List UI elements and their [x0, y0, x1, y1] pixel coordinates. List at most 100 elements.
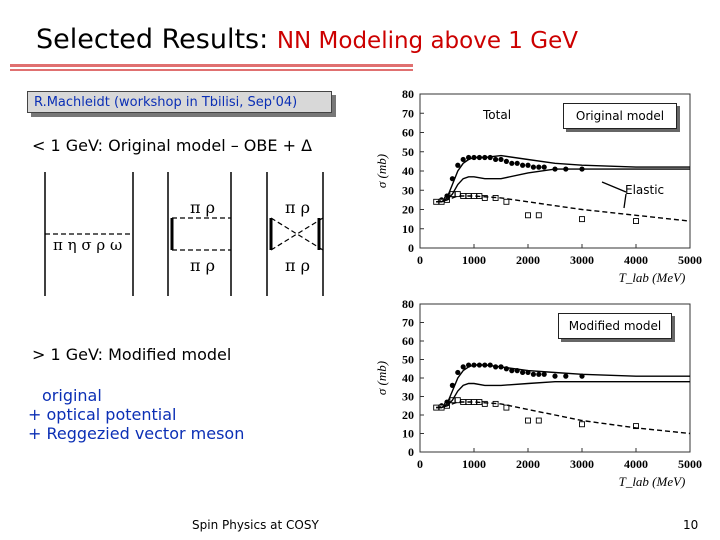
y-tick-label: 70 — [402, 106, 414, 120]
x-axis-label: T_lab (MeV) — [619, 270, 686, 285]
title-lead: Selected Results: — [36, 24, 269, 55]
series-line-3 — [436, 381, 690, 409]
model-list: original + optical potential + Reggezied… — [28, 386, 244, 443]
data-point-total — [509, 368, 515, 374]
data-point-elastic — [503, 404, 510, 411]
data-point-elastic — [481, 400, 488, 407]
y-tick-label: 0 — [408, 241, 414, 255]
data-point-total — [536, 371, 542, 377]
page-number: 10 — [683, 518, 699, 532]
y-tick-label: 10 — [402, 222, 414, 236]
box2-bottom-label: π ρ — [285, 256, 311, 275]
data-point-total — [563, 373, 569, 379]
x-tick-label: 0 — [417, 253, 423, 267]
y-tick-label: 30 — [402, 390, 414, 404]
x-tick-label: 2000 — [516, 253, 540, 267]
box1-top-label: π ρ — [190, 198, 216, 217]
data-point-total — [509, 160, 515, 166]
data-point-total — [455, 162, 461, 168]
slide-title: Selected Results: NN Modeling above 1 Ge… — [36, 24, 578, 55]
exchange-diagram: π η σ ρ ω π ρ π ρ π ρ π ρ — [35, 164, 355, 304]
data-point-total — [530, 164, 536, 170]
y-tick-label: 60 — [402, 126, 414, 140]
data-point-elastic — [579, 216, 585, 223]
series-line-4 — [436, 401, 691, 435]
y-tick-label: 50 — [402, 353, 414, 367]
data-point-total — [525, 162, 531, 168]
series-line-2 — [436, 154, 690, 203]
x-tick-label: 4000 — [624, 253, 648, 267]
elastic-annotation: Elastic — [625, 183, 665, 197]
elastic-arrow — [601, 181, 627, 209]
y-tick-label: 30 — [402, 183, 414, 197]
obe-mesons-label: π η σ ρ ω — [53, 236, 123, 254]
y-tick-label: 20 — [402, 203, 414, 217]
data-point-elastic — [503, 198, 510, 205]
original-model-legend: Original model — [563, 103, 677, 129]
model-item: + optical potential — [28, 405, 177, 424]
data-point-elastic — [579, 421, 585, 428]
x-tick-label: 1000 — [462, 457, 486, 471]
data-point-elastic — [633, 218, 639, 225]
data-point-total — [503, 158, 509, 164]
x-tick-label: 5000 — [678, 457, 702, 471]
model-item: original — [42, 386, 102, 405]
title-rest: NN Modeling above 1 GeV — [276, 28, 578, 54]
low-energy-heading: < 1 GeV: Original model – OBE + Δ — [32, 136, 313, 155]
data-point-total — [530, 371, 536, 377]
y-tick-label: 0 — [408, 445, 414, 459]
data-point-elastic — [525, 417, 531, 424]
series-line-2 — [436, 364, 690, 409]
data-point-elastic — [535, 212, 542, 219]
y-axis-label: σ (mb) — [374, 361, 389, 395]
y-axis-label: σ (mb) — [374, 154, 389, 188]
data-point-total — [498, 156, 504, 163]
x-axis-label: T_lab (MeV) — [619, 474, 686, 489]
series-line-3 — [436, 168, 690, 203]
data-point-total — [520, 369, 526, 376]
x-tick-label: 1000 — [462, 253, 486, 267]
x-tick-label: 0 — [417, 457, 423, 471]
y-tick-label: 10 — [402, 427, 414, 441]
x-tick-label: 4000 — [624, 457, 648, 471]
modified-model-legend: Modified model — [558, 313, 672, 339]
series-line-4 — [436, 195, 691, 222]
data-point-elastic — [535, 417, 542, 424]
data-point-total — [541, 371, 547, 377]
y-tick-label: 40 — [402, 371, 414, 385]
data-point-elastic — [481, 194, 488, 201]
x-tick-label: 3000 — [570, 457, 594, 471]
data-point-total — [536, 164, 542, 170]
footer-text: Spin Physics at COSY — [192, 518, 319, 532]
y-tick-label: 80 — [402, 297, 414, 311]
data-point-total — [541, 164, 547, 170]
y-tick-label: 70 — [402, 316, 414, 330]
chart-original-svg: 0 10 20 30 40 50 60 70 80 0 1000 2000 3000 4000 5000 σ … — [374, 87, 702, 285]
data-point-total — [460, 156, 466, 163]
data-point-total — [493, 156, 499, 163]
data-point-elastic — [525, 212, 531, 219]
box1-bottom-label: π ρ — [190, 256, 216, 275]
y-tick-label: 80 — [402, 87, 414, 101]
title-rule-top — [10, 64, 413, 67]
x-tick-label: 3000 — [570, 253, 594, 267]
x-tick-label: 5000 — [678, 253, 702, 267]
y-tick-label: 60 — [402, 334, 414, 348]
data-point-total — [455, 369, 461, 376]
data-point-total — [460, 364, 466, 370]
data-point-total — [520, 162, 526, 168]
data-point-total — [514, 160, 520, 166]
x-tick-label: 2000 — [516, 457, 540, 471]
exchange-diagram-lines — [44, 172, 324, 296]
high-energy-heading: > 1 GeV: Modified model — [32, 345, 232, 364]
y-tick-label: 50 — [402, 145, 414, 159]
author-box: R.Machleidt (workshop in Tbilisi, Sep'04… — [27, 91, 332, 113]
model-item: + Reggezied vector meson — [28, 424, 245, 443]
title-rule-bottom — [10, 69, 413, 71]
box2-top-label: π ρ — [285, 198, 311, 217]
y-tick-label: 40 — [402, 164, 414, 178]
chart-modified-svg: 0 10 20 30 40 50 60 70 80 0 1000 2000 3000 4000 5000 σ … — [374, 297, 702, 489]
total-annotation: Total — [483, 108, 512, 122]
data-point-total — [552, 373, 558, 379]
y-tick-label: 20 — [402, 408, 414, 422]
